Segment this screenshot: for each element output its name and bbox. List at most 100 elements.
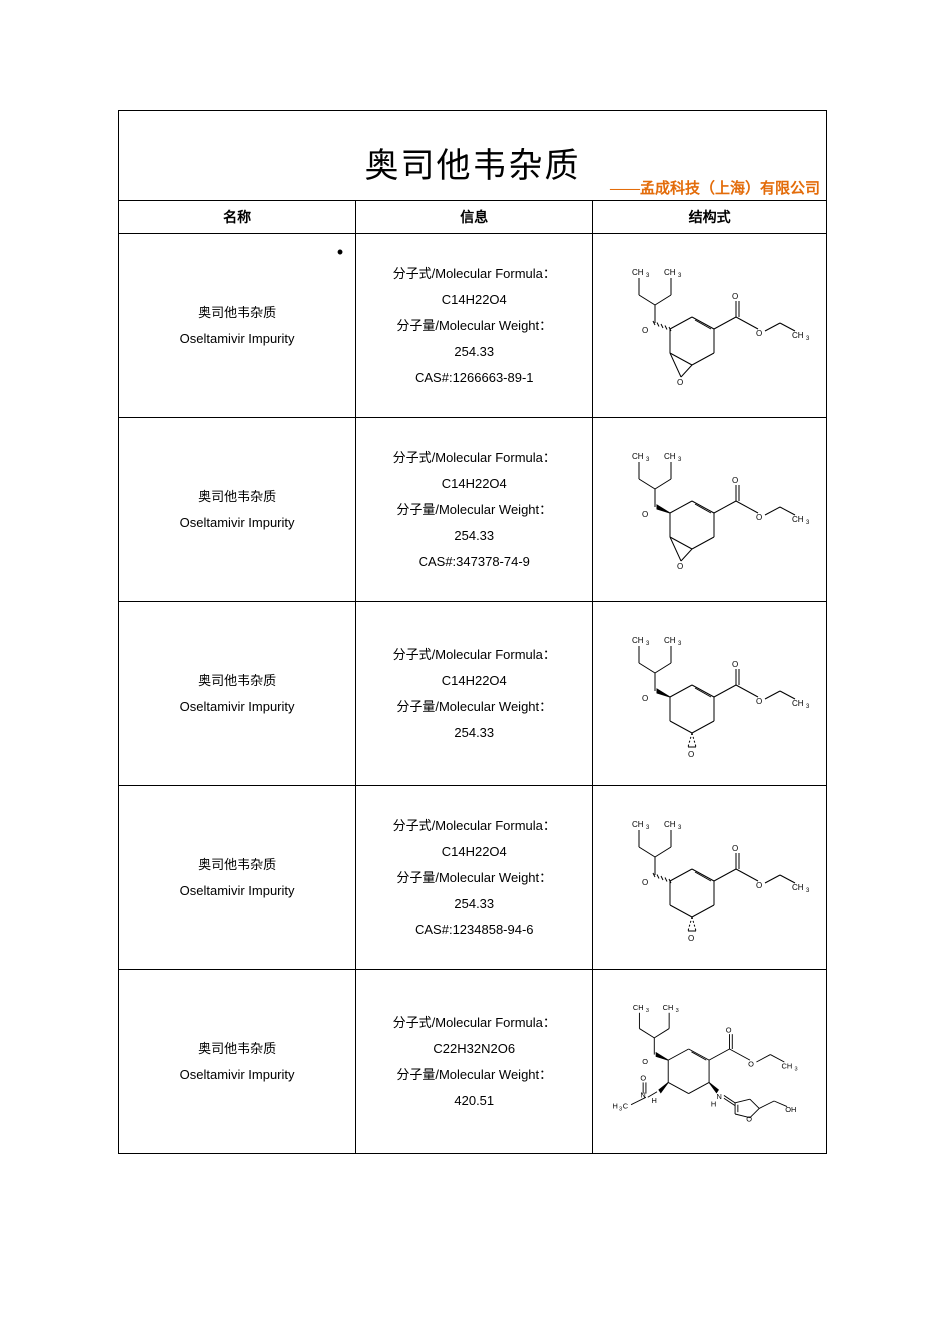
molecule-structure: CH3 CH3 O O O O CH3 bbox=[597, 424, 822, 595]
name-cn: 奥司他韦杂质 bbox=[180, 668, 295, 694]
svg-text:3: 3 bbox=[646, 1007, 649, 1013]
info-cell: 分子式/Molecular Formula：C14H22O4分子量/Molecu… bbox=[356, 786, 593, 970]
weight-value: 254.33 bbox=[360, 720, 588, 746]
svg-text:O: O bbox=[642, 878, 648, 887]
svg-text:CH: CH bbox=[633, 1003, 644, 1012]
svg-text:O: O bbox=[677, 562, 683, 571]
name-cn: 奥司他韦杂质 bbox=[180, 852, 295, 878]
info-cell: 分子式/Molecular Formula：C14H22O4分子量/Molecu… bbox=[356, 234, 593, 418]
svg-text:3: 3 bbox=[646, 641, 650, 647]
structure-cell: CH3 CH3 O O O O CH3 bbox=[593, 418, 827, 602]
impurity-table: 奥司他韦杂质 ——孟成科技（上海）有限公司 名称 信息 结构式 •奥司他韦杂质O… bbox=[118, 110, 827, 1154]
info-block: 分子式/Molecular Formula：C14H22O4分子量/Molecu… bbox=[360, 813, 588, 943]
molecule-structure: CH3 CH3 O O O O CH3 bbox=[597, 608, 822, 779]
svg-text:O: O bbox=[688, 750, 694, 759]
svg-text:O: O bbox=[725, 1025, 731, 1034]
svg-text:CH: CH bbox=[792, 515, 804, 524]
svg-text:3: 3 bbox=[646, 273, 650, 279]
compound-name: 奥司他韦杂质Oseltamivir Impurity bbox=[180, 668, 295, 720]
compound-name: 奥司他韦杂质Oseltamivir Impurity bbox=[180, 300, 295, 352]
svg-text:3: 3 bbox=[646, 825, 650, 831]
weight-label: 分子量/Molecular Weight： bbox=[360, 694, 588, 720]
formula-value: C14H22O4 bbox=[360, 287, 588, 313]
svg-text:O: O bbox=[748, 1059, 754, 1068]
svg-text:CH: CH bbox=[781, 1061, 792, 1070]
svg-text:O: O bbox=[642, 326, 648, 335]
svg-text:CH: CH bbox=[632, 268, 644, 277]
formula-value: C14H22O4 bbox=[360, 839, 588, 865]
name-en: Oseltamivir Impurity bbox=[180, 510, 295, 536]
svg-text:CH: CH bbox=[664, 452, 676, 461]
info-block: 分子式/Molecular Formula：C22H32N2O6分子量/Mole… bbox=[360, 1010, 588, 1114]
name-cell: 奥司他韦杂质Oseltamivir Impurity bbox=[119, 970, 356, 1154]
svg-text:O: O bbox=[756, 881, 762, 890]
weight-value: 420.51 bbox=[360, 1088, 588, 1114]
info-block: 分子式/Molecular Formula：C14H22O4分子量/Molecu… bbox=[360, 445, 588, 575]
formula-value: C22H32N2O6 bbox=[360, 1036, 588, 1062]
molecule-structure: CH3 CH3 O O O O CH3 bbox=[597, 792, 822, 963]
svg-text:H: H bbox=[651, 1095, 656, 1104]
svg-text:CH: CH bbox=[662, 1003, 673, 1012]
company-subtitle: ——孟成科技（上海）有限公司 bbox=[610, 177, 820, 198]
formula-value: C14H22O4 bbox=[360, 668, 588, 694]
weight-value: 254.33 bbox=[360, 523, 588, 549]
svg-text:O: O bbox=[756, 513, 762, 522]
name-cell: 奥司他韦杂质Oseltamivir Impurity bbox=[119, 602, 356, 786]
formula-label: 分子式/Molecular Formula： bbox=[360, 642, 588, 668]
compound-name: 奥司他韦杂质Oseltamivir Impurity bbox=[180, 484, 295, 536]
svg-text:3: 3 bbox=[675, 1007, 678, 1013]
structure-cell: CH3 CH3 O O O CH3 N O H3C H N bbox=[593, 970, 827, 1154]
svg-text:O: O bbox=[746, 1114, 752, 1123]
info-block: 分子式/Molecular Formula：C14H22O4分子量/Molecu… bbox=[360, 642, 588, 746]
svg-text:O: O bbox=[677, 378, 683, 387]
name-cell: •奥司他韦杂质Oseltamivir Impurity bbox=[119, 234, 356, 418]
name-en: Oseltamivir Impurity bbox=[180, 326, 295, 352]
svg-text:3: 3 bbox=[794, 1066, 797, 1072]
table-row: 奥司他韦杂质Oseltamivir Impurity 分子式/Molecular … bbox=[119, 786, 827, 970]
svg-text:O: O bbox=[640, 1073, 646, 1082]
svg-text:CH: CH bbox=[792, 331, 804, 340]
molecule-structure: CH3 CH3 O O O O CH3 bbox=[597, 240, 822, 411]
name-en: Oseltamivir Impurity bbox=[180, 878, 295, 904]
svg-text:CH: CH bbox=[664, 820, 676, 829]
molecule-structure: CH3 CH3 O O O CH3 N O H3C H N bbox=[597, 976, 822, 1147]
weight-label: 分子量/Molecular Weight： bbox=[360, 1062, 588, 1088]
weight-label: 分子量/Molecular Weight： bbox=[360, 497, 588, 523]
svg-text:O: O bbox=[642, 510, 648, 519]
svg-text:CH: CH bbox=[664, 636, 676, 645]
cas-value: 347378-74-9 bbox=[456, 554, 530, 569]
svg-text:O: O bbox=[642, 694, 648, 703]
compound-name: 奥司他韦杂质Oseltamivir Impurity bbox=[180, 1036, 295, 1088]
col-header-structure: 结构式 bbox=[593, 201, 827, 234]
structure-cell: CH3 CH3 O O O O CH3 bbox=[593, 786, 827, 970]
col-header-info: 信息 bbox=[356, 201, 593, 234]
name-cn: 奥司他韦杂质 bbox=[180, 300, 295, 326]
name-cn: 奥司他韦杂质 bbox=[180, 1036, 295, 1062]
title-cell: 奥司他韦杂质 ——孟成科技（上海）有限公司 bbox=[119, 111, 827, 201]
formula-label: 分子式/Molecular Formula： bbox=[360, 261, 588, 287]
info-cell: 分子式/Molecular Formula：C14H22O4分子量/Molecu… bbox=[356, 602, 593, 786]
svg-text:CH: CH bbox=[632, 636, 644, 645]
svg-text:3: 3 bbox=[806, 520, 810, 526]
info-cell: 分子式/Molecular Formula：C14H22O4分子量/Molecu… bbox=[356, 418, 593, 602]
weight-value: 254.33 bbox=[360, 339, 588, 365]
svg-text:3: 3 bbox=[806, 336, 810, 342]
cas-line: CAS#:347378-74-9 bbox=[360, 549, 588, 575]
name-cn: 奥司他韦杂质 bbox=[180, 484, 295, 510]
name-en: Oseltamivir Impurity bbox=[180, 694, 295, 720]
svg-text:CH: CH bbox=[664, 268, 676, 277]
table-header-row: 名称 信息 结构式 bbox=[119, 201, 827, 234]
name-en: Oseltamivir Impurity bbox=[180, 1062, 295, 1088]
svg-text:CH: CH bbox=[632, 452, 644, 461]
formula-label: 分子式/Molecular Formula： bbox=[360, 445, 588, 471]
svg-text:3: 3 bbox=[678, 825, 682, 831]
svg-text:H: H bbox=[612, 1101, 617, 1110]
cas-value: 1234858-94-6 bbox=[453, 922, 534, 937]
svg-text:OH: OH bbox=[785, 1105, 796, 1114]
svg-text:3: 3 bbox=[678, 273, 682, 279]
svg-text:CH: CH bbox=[792, 699, 804, 708]
svg-text:3: 3 bbox=[678, 457, 682, 463]
svg-text:C: C bbox=[622, 1101, 628, 1110]
svg-text:CH: CH bbox=[792, 883, 804, 892]
formula-label: 分子式/Molecular Formula： bbox=[360, 1010, 588, 1036]
